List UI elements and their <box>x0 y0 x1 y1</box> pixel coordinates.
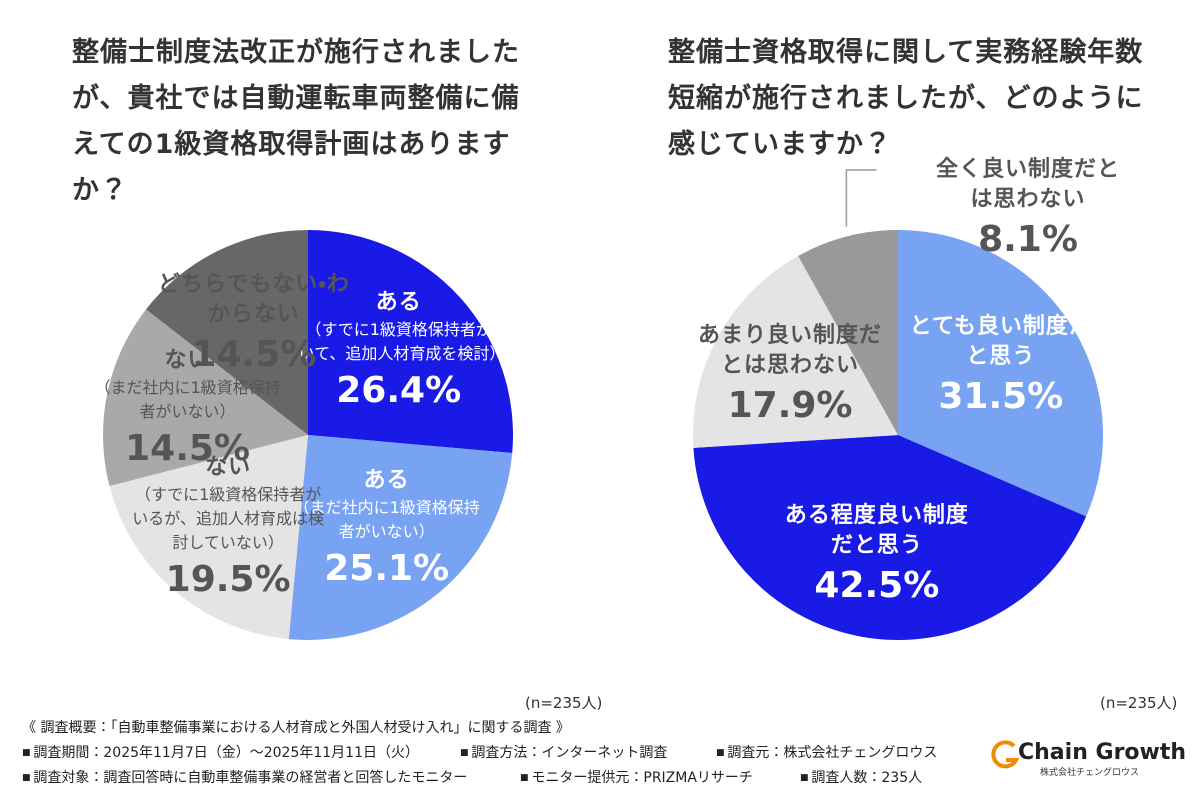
logo: Chain Growth 株式会社チェングロウス <box>990 740 1186 778</box>
survey-item: 調査方法：インターネット調査 <box>460 742 667 762</box>
survey-item: モニター提供元：PRIZMAリサーチ <box>520 767 753 787</box>
category-detail: （すでに1級資格保持者がいて、追加人材育成を検討） <box>298 319 506 363</box>
sample-size: (n=235人) <box>1100 694 1178 712</box>
slice-label: あまり良い制度だとは思わない 17.9% <box>690 321 890 431</box>
value-label: 8.1% <box>978 219 1078 260</box>
value-label: 14.5% <box>125 428 250 470</box>
pie-slice <box>798 230 898 435</box>
category-label: あまり良い制度だとは思わない <box>698 323 883 379</box>
pie-slice <box>308 230 513 454</box>
survey-item: 調査対象：調査回答時に自動車整備事業の経営者と回答したモニター <box>22 767 467 787</box>
category-label: ない <box>164 348 211 374</box>
category-detail: （すでに1級資格保持者がいるが、追加人材育成は検討していない） <box>132 484 324 552</box>
category-label: ある <box>363 467 410 493</box>
slice-label: ない （まだ社内に1級資格保持者がいない） 14.5% <box>88 346 288 474</box>
category-detail: （まだ社内に1級資格保持者がいない） <box>293 497 480 541</box>
survey-item: 調査人数：235人 <box>800 767 922 787</box>
slice-label: ある （すでに1級資格保持者がいて、追加人材育成を検討） 26.4% <box>298 288 506 416</box>
slice-label: ない （すでに1級資格保持者がいるが、追加人材育成は検討していない） 19.5% <box>128 453 328 605</box>
pie-slice <box>146 230 308 435</box>
pie-slice <box>103 309 308 486</box>
logo-mark <box>991 740 1020 769</box>
value-label: 25.1% <box>324 547 450 589</box>
category-label: ある程度良い制度だと思う <box>784 503 969 559</box>
pie-slice <box>109 435 308 640</box>
category-label: とても良い制度だと思う <box>909 314 1092 370</box>
pie-slice <box>898 230 1103 517</box>
logo-text: Chain Growth <box>1018 740 1187 765</box>
value-label: 19.5% <box>165 558 291 600</box>
logo-icon <box>991 740 1020 769</box>
slice-label: ある程度良い制度だと思う 42.5% <box>777 501 977 611</box>
category-label: ある <box>375 289 422 315</box>
category-label: どちらでもない・わからない <box>157 271 350 327</box>
leader-line <box>845 169 877 227</box>
category-label: ない <box>205 454 252 480</box>
value-label: 17.9% <box>727 385 853 427</box>
slice-label: ある （まだ社内に1級資格保持者がいない） 25.1% <box>287 466 487 594</box>
value-label: 14.5% <box>191 333 317 375</box>
survey-item: 調査期間：2025年11月7日（金）～2025年11月11日（火） <box>22 742 419 762</box>
slice-label: 全く良い制度だとは思わない 8.1% <box>928 155 1128 265</box>
sample-size: (n=235人) <box>525 694 603 712</box>
logo-subtext: 株式会社チェングロウス <box>1040 768 1140 778</box>
pie-slice <box>693 255 898 448</box>
slice-label: どちらでもない・わからない 14.5% <box>154 270 354 380</box>
value-label: 26.4% <box>336 369 462 411</box>
chart-title: 整備士資格取得に関して実務経験年数短縮が施行されましたが、どのように感じています… <box>668 37 1144 160</box>
pie-slice <box>693 435 1087 640</box>
slice-label: とても良い制度だと思う 31.5% <box>901 312 1101 422</box>
value-label: 42.5% <box>814 565 940 607</box>
value-label: 31.5% <box>938 376 1064 418</box>
category-detail: （まだ社内に1級資格保持者がいない） <box>94 378 281 422</box>
category-label: 全く良い制度だとは思わない <box>935 157 1120 212</box>
chart-title: 整備士制度法改正が施行されましたが、貴社では自動運転車両整備に備えての1級資格取… <box>72 37 520 206</box>
survey-summary: 《 調査概要：「自動車整備事業における人材育成と外国人材受け入れ」に関する調査 … <box>22 720 570 736</box>
survey-item: 調査元：株式会社チェングロウス <box>716 742 937 762</box>
pie-slice <box>288 435 513 640</box>
